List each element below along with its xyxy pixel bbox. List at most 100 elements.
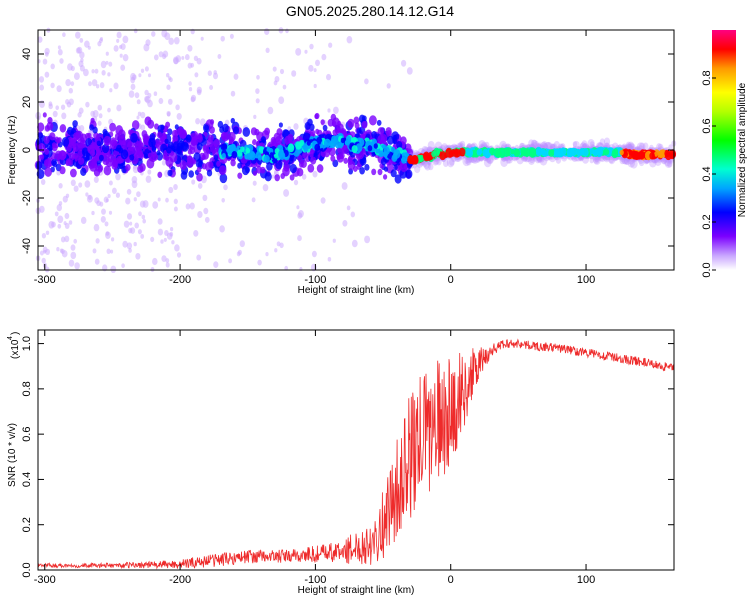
spectrogram-noise-point xyxy=(265,47,270,53)
spectrogram-noise-point xyxy=(101,208,106,215)
spectrogram-noise-point xyxy=(168,186,174,194)
spectrogram-core-point xyxy=(278,150,285,158)
spectrogram-noise-point xyxy=(166,72,170,78)
spectrogram-noise-point xyxy=(41,232,47,239)
spectrogram-band-point xyxy=(656,143,662,151)
spectrogram-noise-point xyxy=(279,68,285,75)
spectrogram-band-point xyxy=(217,120,224,129)
spectrogram-noise-point xyxy=(285,28,289,34)
spectrogram-band-point xyxy=(78,157,85,166)
snr-scale-text: (x10 xyxy=(10,339,21,359)
spectrogram-noise-point xyxy=(108,61,113,67)
spectrogram-band-point xyxy=(530,139,538,148)
spectrogram-band-point xyxy=(364,164,370,171)
spectrogram-band-point xyxy=(459,140,466,148)
spectrogram-band-point xyxy=(500,157,508,168)
spectrogram-band-point xyxy=(608,156,614,164)
spectrogram-band-point xyxy=(38,132,44,139)
spectrogram-band-point xyxy=(94,147,101,156)
spectrogram-band-point xyxy=(371,131,377,139)
spectrogram-band-point xyxy=(49,132,56,141)
spectrogram-band-point xyxy=(118,135,126,145)
spectrogram-band-point xyxy=(390,169,397,178)
spectrogram-band-point xyxy=(310,156,317,165)
spectrogram-core-point xyxy=(378,150,384,158)
spectrogram-noise-point xyxy=(139,200,146,208)
spectrogram-band-point xyxy=(289,155,294,162)
spectrogram-band-point xyxy=(599,138,606,146)
spectrogram-band-point xyxy=(545,141,551,149)
spectrogram-band-point xyxy=(550,143,556,150)
spectrogram-band-point xyxy=(400,136,407,145)
spectrogram-band-point xyxy=(59,124,67,133)
spectrogram-band-point xyxy=(37,122,45,132)
spectrogram-noise-point xyxy=(163,237,167,242)
spectrogram-band-point xyxy=(337,120,342,127)
spectrogram-band-point xyxy=(103,135,112,146)
spectrogram-band-point xyxy=(98,154,104,162)
spectrogram-noise-point xyxy=(169,226,174,232)
spectrogram-y-tick-label: 0 xyxy=(21,147,33,153)
spectrogram-band-point xyxy=(92,126,98,134)
spectrogram-band-point xyxy=(120,149,129,160)
colorbar-ticks: 0.0 0.2 0.4 0.6 0.8 xyxy=(701,70,716,278)
spectrogram-noise-point xyxy=(228,258,233,264)
spectrogram-band-point xyxy=(144,116,152,126)
spectrogram-noise-point xyxy=(187,44,193,52)
spectrogram-noise-point xyxy=(116,31,122,39)
spectrogram-noise-point xyxy=(95,84,100,89)
spectrogram-noise-point xyxy=(108,180,113,186)
spectrogram-band-point xyxy=(539,156,545,163)
spectrogram-core-point xyxy=(266,147,271,153)
spectrogram-core-point xyxy=(351,145,358,154)
spectrogram-noise-point xyxy=(61,112,67,120)
spectrogram-band-point xyxy=(196,134,203,143)
spectrogram-noise-point xyxy=(328,42,333,48)
spectrogram-core-point xyxy=(263,154,270,163)
snr-panel: -300 -200 -100 0 100 0.0 0.2 0.4 0.6 0.8 1.0 Heig… xyxy=(7,329,675,596)
spectrogram-noise-point xyxy=(58,201,63,206)
spectrogram-noise-point xyxy=(142,218,147,224)
spectrogram-noise-point xyxy=(196,89,202,96)
spectrogram-band-point xyxy=(465,158,472,166)
spectrogram-core-point xyxy=(323,138,331,148)
spectrogram-band-point xyxy=(192,158,197,165)
spectrogram-band-point xyxy=(157,171,163,178)
spectrogram-noise-point xyxy=(74,262,80,270)
spectrogram-band-point xyxy=(196,142,203,151)
spectrogram-x-tick-label: 0 xyxy=(448,274,454,286)
snr-y-tick-label: 0.6 xyxy=(21,427,33,442)
spectrogram-band-point xyxy=(178,126,183,133)
spectrogram-noise-point xyxy=(137,229,142,235)
snr-x-tick-label: -200 xyxy=(169,574,191,586)
spectrogram-noise-point xyxy=(50,63,55,70)
spectrogram-band-point xyxy=(166,146,172,154)
spectrogram-core-point xyxy=(619,149,624,156)
spectrogram-noise-point xyxy=(105,51,109,56)
spectrogram-noise-point xyxy=(113,82,119,90)
spectrogram-core-point xyxy=(299,139,305,147)
spectrogram-band-point xyxy=(139,163,146,172)
spectrogram-noise-point xyxy=(62,195,68,203)
spectrogram-noise-point xyxy=(341,182,348,190)
spectrogram-noise-point xyxy=(230,90,236,97)
spectrogram-band-point xyxy=(127,140,135,151)
spectrogram-noise-point xyxy=(157,218,163,225)
spectrogram-band-point xyxy=(70,152,76,161)
spectrogram-noise-point xyxy=(92,110,99,118)
spectrogram-noise-point xyxy=(282,84,287,90)
spectrogram-band-point xyxy=(264,171,272,182)
spectrogram-core-point xyxy=(575,148,581,156)
snr-series-line xyxy=(37,338,675,570)
spectrogram-noise-point xyxy=(97,120,102,126)
spectrogram-band-point xyxy=(142,133,150,143)
spectrogram-noise-point xyxy=(103,196,109,203)
spectrogram-noise-point xyxy=(56,204,63,212)
spectrogram-band-point xyxy=(44,166,52,177)
spectrogram-band-point xyxy=(668,144,673,151)
spectrogram-band-point xyxy=(35,161,43,170)
spectrogram-noise-point xyxy=(150,236,155,243)
spectrogram-noise-point xyxy=(134,92,140,99)
spectrogram-noise-point xyxy=(157,228,164,236)
spectrogram-noise-point xyxy=(161,255,167,262)
